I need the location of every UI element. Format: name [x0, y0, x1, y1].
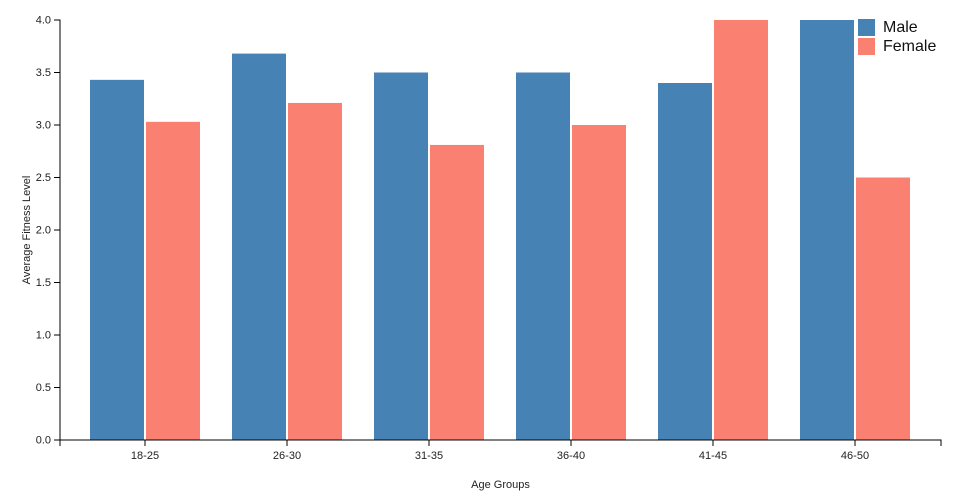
y-tick-label: 0.5	[36, 382, 51, 394]
bar-male-41-45	[658, 83, 712, 440]
bar-male-18-25	[90, 79, 144, 440]
x-tick-label: 41-45	[699, 450, 727, 462]
y-tick-label: 4.0	[36, 15, 51, 27]
bar-female-41-45	[714, 20, 768, 440]
bar-male-36-40	[516, 72, 570, 440]
x-axis-line	[59, 439, 942, 446]
y-tick-label: 1.0	[36, 330, 51, 342]
female-color-swatch	[858, 38, 875, 55]
bar-male-31-35	[374, 72, 428, 440]
bar-female-36-40	[572, 125, 626, 440]
x-tick-label: 36-40	[557, 450, 585, 462]
y-tick-label: 2.0	[36, 225, 51, 237]
bar-male-26-30	[232, 53, 286, 440]
bar-female-26-30	[288, 102, 342, 440]
y-tick-label: 3.0	[36, 120, 51, 132]
legend-item-female: Female	[858, 38, 936, 55]
bar-male-46-50	[800, 20, 854, 440]
x-axis-title: Age Groups	[471, 479, 530, 491]
y-tick-label: 3.5	[36, 67, 51, 79]
y-tick-label: 0.0	[36, 435, 51, 447]
legend-label-male: Male	[883, 19, 918, 36]
x-tick-label: 18-25	[131, 450, 159, 462]
legend: Male Female	[858, 19, 936, 55]
x-tick-label: 26-30	[273, 450, 301, 462]
y-tick-label: 1.5	[36, 277, 51, 289]
bar-female-46-50	[856, 177, 910, 440]
y-axis-title: Average Fitness Level	[21, 176, 33, 285]
bar-female-18-25	[146, 121, 200, 440]
legend-item-male: Male	[858, 19, 936, 36]
legend-label-female: Female	[883, 38, 937, 55]
x-tick-label: 31-35	[415, 450, 443, 462]
male-color-swatch	[858, 19, 875, 36]
x-tick-label: 46-50	[841, 450, 869, 462]
bar-female-31-35	[430, 144, 484, 440]
y-tick-label: 2.5	[36, 172, 51, 184]
